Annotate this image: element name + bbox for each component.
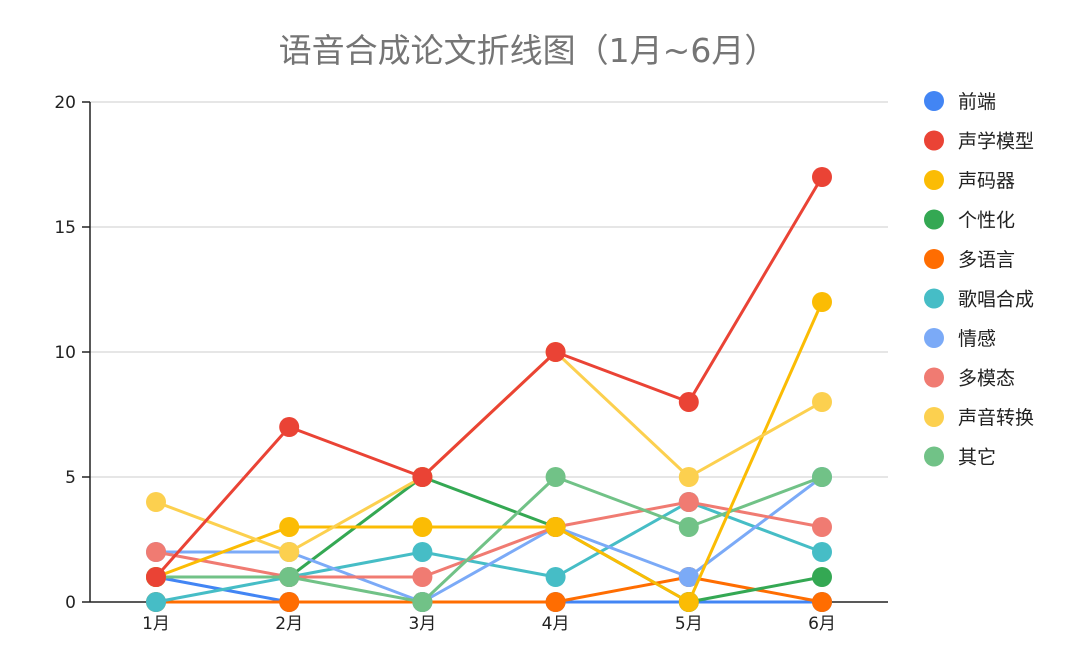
legend-label: 歌唱合成 (958, 289, 1034, 311)
series-group (146, 167, 832, 612)
data-point[interactable] (545, 467, 566, 487)
legend-marker (924, 446, 944, 467)
legend-label: 多语言 (958, 249, 1015, 271)
data-point[interactable] (812, 542, 832, 562)
x-tick-label: 3月 (408, 614, 436, 634)
legend-marker (924, 288, 944, 309)
legend-item[interactable]: 多语言 (924, 249, 1015, 271)
data-point[interactable] (678, 492, 699, 512)
series-line (154, 176, 824, 578)
legend-item[interactable]: 情感 (924, 328, 996, 350)
data-point[interactable] (146, 592, 166, 612)
data-point[interactable] (412, 467, 433, 487)
y-tick-label: 20 (54, 93, 76, 113)
series-声音转换 (146, 342, 832, 562)
series-其它 (146, 467, 832, 612)
data-point[interactable] (279, 417, 300, 437)
chart-title: 语音合成论文折线图（1月~6月） (279, 31, 778, 70)
data-point[interactable] (545, 342, 566, 362)
data-point[interactable] (146, 542, 166, 562)
legend-label: 情感 (958, 328, 996, 350)
data-point[interactable] (412, 592, 433, 612)
x-tick-label: 6月 (808, 614, 836, 634)
series-line (155, 350, 823, 554)
legend-item[interactable]: 其它 (924, 446, 996, 469)
data-point[interactable] (279, 567, 300, 587)
data-point[interactable] (279, 542, 300, 562)
x-tick-label: 4月 (542, 614, 570, 634)
legend-label: 个性化 (958, 210, 1015, 232)
legend-marker (924, 328, 944, 348)
legend-marker (924, 130, 944, 151)
data-point[interactable] (678, 467, 699, 487)
legend-label: 其它 (958, 447, 996, 469)
y-tick-labels: 0 5 10 15 20 (54, 93, 76, 613)
data-point[interactable] (678, 392, 699, 412)
data-point[interactable] (146, 492, 166, 512)
x-tick-label: 5月 (675, 614, 703, 634)
legend-marker (924, 209, 944, 230)
data-point[interactable] (812, 167, 832, 187)
y-tick-label: 5 (65, 468, 76, 488)
legend-marker (924, 407, 944, 427)
series-line (156, 475, 823, 604)
data-point[interactable] (812, 467, 832, 487)
legend-item[interactable]: 声音转换 (924, 407, 1034, 429)
data-point[interactable] (545, 592, 566, 612)
data-point[interactable] (279, 592, 300, 612)
axes (82, 101, 888, 610)
y-tick-label: 15 (54, 218, 76, 238)
series-line (155, 301, 824, 604)
y-tick-label: 0 (65, 593, 76, 613)
legend-item[interactable]: 声码器 (924, 170, 1015, 192)
legend-item[interactable]: 个性化 (924, 209, 1015, 232)
series-前端 (146, 567, 832, 612)
series-line (156, 575, 823, 604)
x-tick-labels: 1月 2月 3月 4月 5月 6月 (142, 614, 836, 634)
series-声学模型 (146, 167, 832, 587)
data-point[interactable] (812, 592, 832, 612)
data-point[interactable] (412, 567, 433, 587)
data-point[interactable] (545, 567, 566, 587)
legend-item[interactable]: 多模态 (924, 367, 1015, 390)
legend-marker (924, 367, 944, 388)
y-tick-label: 10 (54, 343, 76, 363)
grid-lines (90, 101, 888, 478)
series-line (155, 575, 822, 604)
data-point[interactable] (678, 567, 699, 587)
series-多语言 (146, 567, 832, 612)
legend-marker (924, 91, 944, 111)
data-point[interactable] (412, 542, 433, 562)
data-point[interactable] (678, 592, 699, 612)
data-point[interactable] (812, 567, 832, 587)
data-point[interactable] (279, 517, 300, 537)
data-point[interactable] (146, 567, 166, 587)
data-point[interactable] (545, 517, 566, 537)
legend-item[interactable]: 声学模型 (924, 130, 1034, 153)
data-point[interactable] (812, 517, 832, 537)
data-point[interactable] (812, 392, 832, 412)
series-line (156, 475, 823, 604)
legend-label: 声音转换 (958, 407, 1034, 429)
legend-label: 声码器 (958, 170, 1015, 192)
legend-label: 声学模型 (958, 131, 1034, 153)
legend-item[interactable]: 歌唱合成 (924, 288, 1034, 311)
legend-marker (924, 170, 944, 190)
legend-marker (924, 249, 944, 269)
data-point[interactable] (412, 517, 433, 537)
data-point[interactable] (812, 292, 832, 312)
x-tick-label: 2月 (275, 614, 303, 634)
series-line (155, 500, 823, 579)
legend-label: 多模态 (958, 368, 1015, 390)
data-point[interactable] (678, 517, 699, 537)
legend-item[interactable]: 前端 (924, 91, 996, 113)
legend-label: 前端 (958, 91, 996, 113)
series-声码器 (146, 292, 832, 612)
x-tick-label: 1月 (142, 614, 170, 634)
